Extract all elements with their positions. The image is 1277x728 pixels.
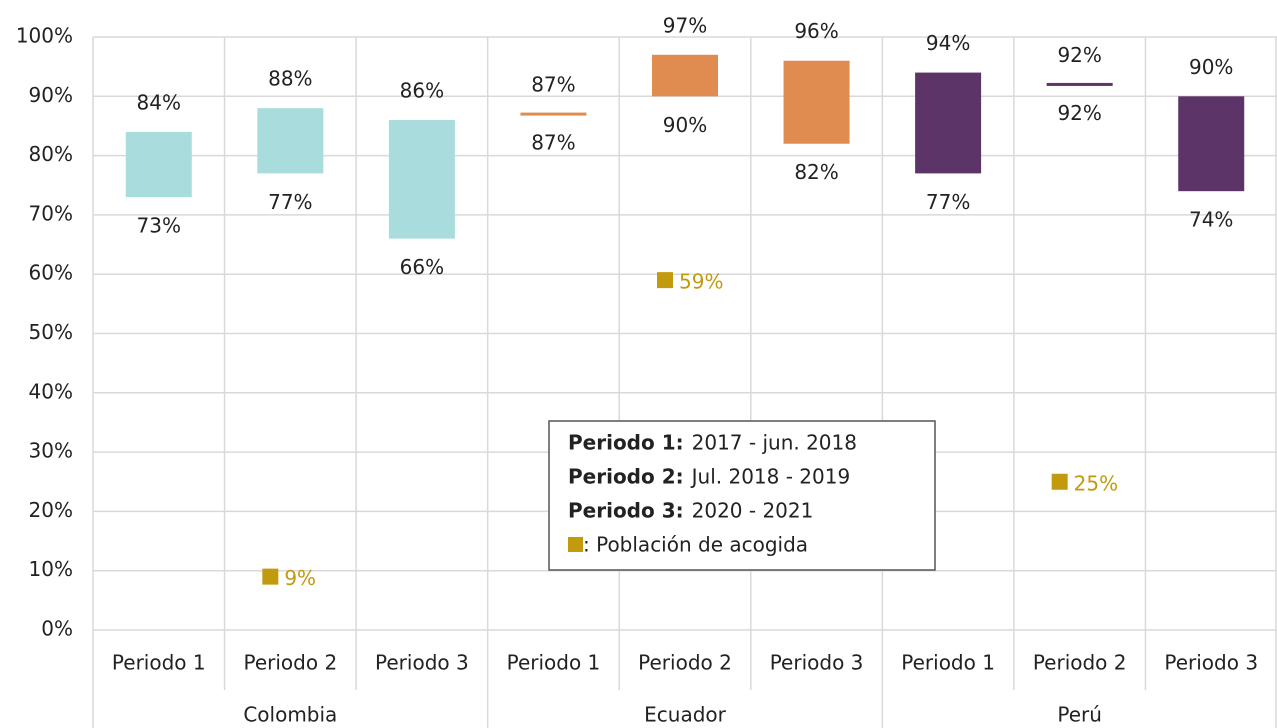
high-label: 92% [1057,43,1101,67]
y-tick-label: 50% [29,320,73,344]
host-marker [657,272,673,289]
x-tick-label: Periodo 3 [375,651,469,675]
y-tick-label: 10% [29,557,73,581]
host-marker [1051,473,1068,490]
low-label: 87% [531,131,575,155]
legend-term: Periodo 2: [568,465,684,489]
low-label: 73% [137,214,181,238]
low-label: 77% [926,190,970,214]
low-label: 92% [1057,101,1101,125]
host-label: 59% [679,270,723,294]
legend-marker-text: : Población de acogida [583,533,808,557]
legend-text: Jul. 2018 - 2019 [690,465,851,489]
x-tick-label: Periodo 2 [638,651,732,675]
y-tick-label: 30% [29,439,73,463]
range-bar [125,131,192,198]
legend-term: Periodo 1: [568,431,684,455]
legend-term: Periodo 3: [568,499,684,523]
high-label: 94% [926,31,970,55]
low-label: 90% [663,113,707,137]
y-tick-label: 0% [41,617,73,641]
host-marker [262,568,279,585]
legend-text: 2017 - jun. 2018 [692,431,857,455]
high-label: 88% [268,67,312,91]
high-label: 84% [137,90,181,114]
y-tick-label: 20% [29,498,73,522]
host-label: 25% [1074,471,1118,495]
high-label: 96% [794,19,838,43]
x-tick-label: Periodo 1 [901,651,995,675]
x-tick-label: Periodo 1 [507,651,601,675]
group-label: Perú [1057,703,1102,727]
legend-text: 2020 - 2021 [692,499,814,523]
low-label: 66% [400,255,444,279]
y-tick-label: 100% [16,24,73,48]
range-bar [257,108,324,174]
x-tick-label: Periodo 2 [1033,651,1127,675]
y-tick-label: 40% [29,379,73,403]
range-bar [652,54,718,97]
group-label: Ecuador [644,703,726,727]
host-label: 9% [284,566,316,590]
group-label: Colombia [243,703,337,727]
x-tick-label: Periodo 3 [770,651,864,675]
y-tick-label: 90% [29,83,73,107]
x-tick-label: Periodo 1 [112,651,206,675]
range-bar [520,112,587,116]
low-label: 74% [1189,208,1233,232]
range-bar [1046,82,1113,86]
low-label: 77% [268,190,312,214]
x-tick-label: Periodo 2 [243,651,337,675]
high-label: 90% [1189,55,1233,79]
legend-marker [568,537,583,552]
y-tick-label: 60% [29,261,73,285]
range-bar [915,72,982,174]
range-bar [783,60,850,144]
y-tick-label: 70% [29,201,73,225]
high-label: 97% [663,13,707,37]
low-label: 82% [794,160,838,184]
legend-box [548,420,936,571]
y-tick-label: 80% [29,142,73,166]
range-bar [1178,96,1245,192]
high-label: 86% [400,79,444,103]
high-label: 87% [531,73,575,97]
x-tick-label: Periodo 3 [1164,651,1258,675]
range-bar [388,120,455,239]
